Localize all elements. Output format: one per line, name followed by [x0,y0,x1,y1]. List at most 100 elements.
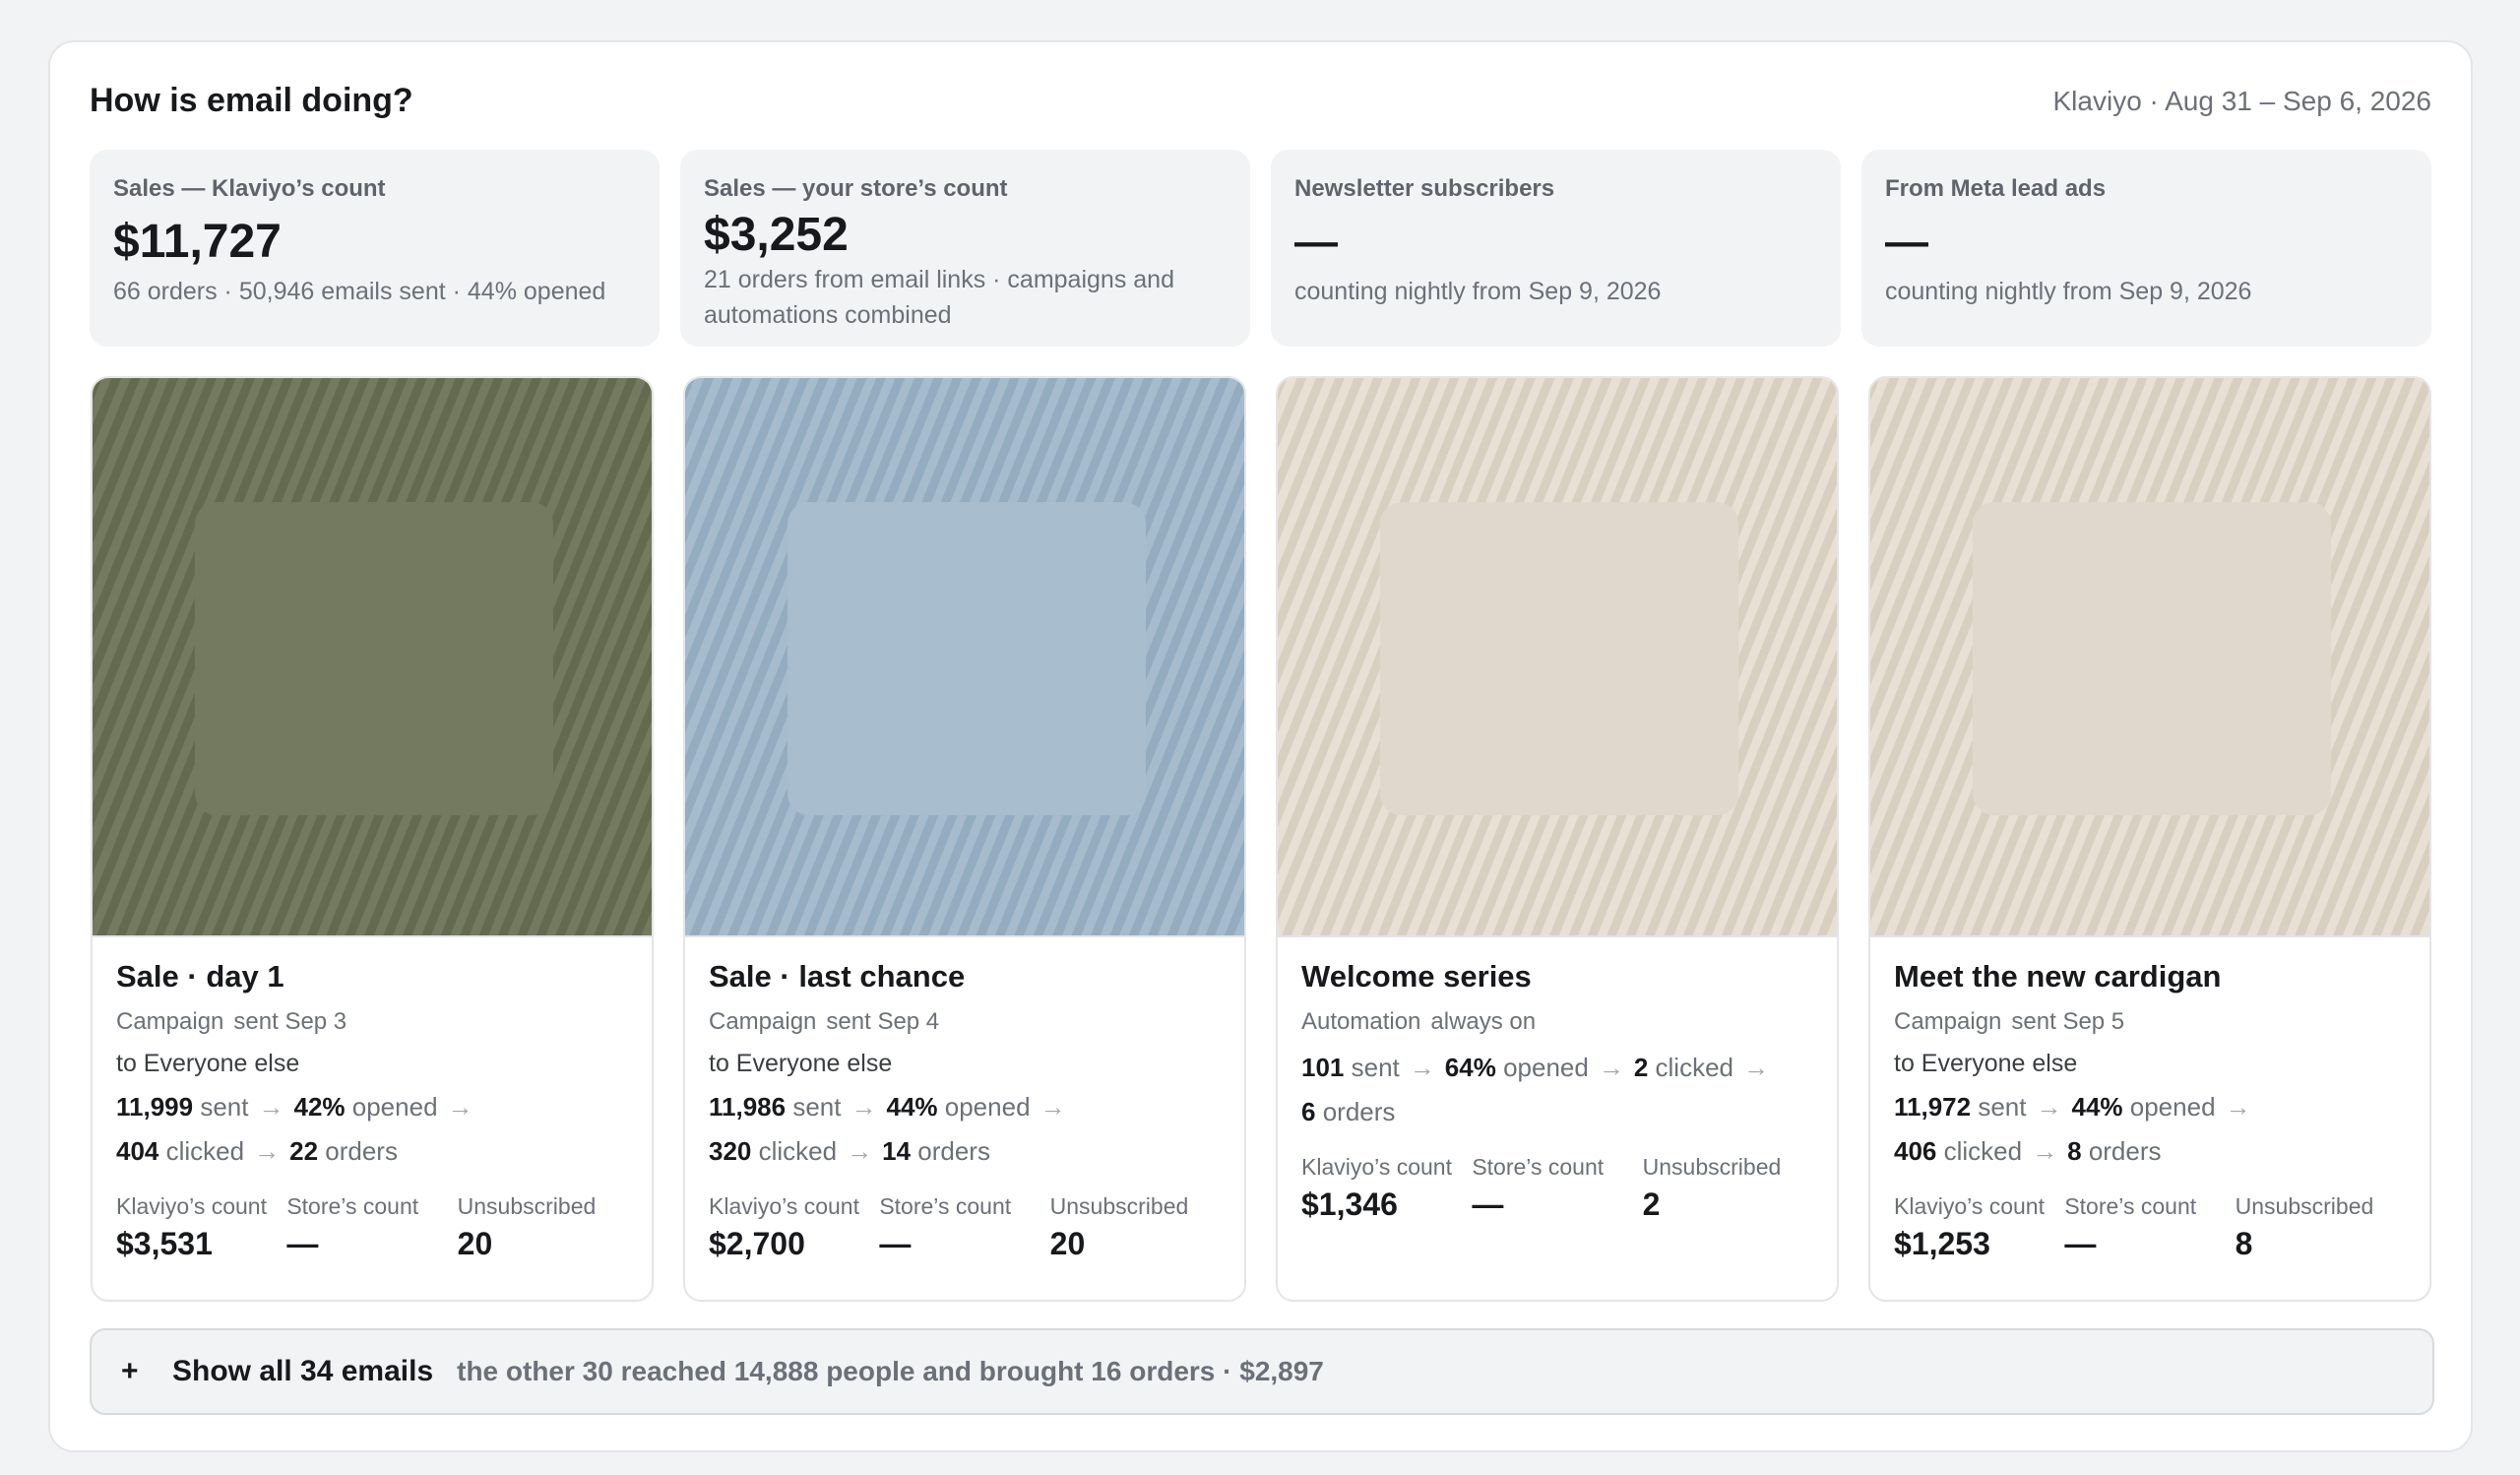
email-meta: Automation always on [1301,1006,1813,1038]
stat-value: $3,252 [704,209,849,261]
email-card[interactable]: Sale · day 1 Campaign sent Sep 3 to Every… [91,376,654,1302]
arrow-right-icon: → [1743,1053,1770,1082]
stat-sub: counting nightly from Sep 9, 2026 [1885,278,2252,305]
email-card[interactable]: Welcome series Automation always on 101 s… [1276,376,1839,1302]
thumbnail-placeholder [788,502,1146,815]
orders-label: orders [2088,1136,2162,1166]
orders-label: orders [325,1136,398,1166]
metric-value: — [879,1226,912,1261]
email-funnel: 11,972 sent → 44% opened → 406 clicked → 8 or… [1894,1085,2406,1174]
clicked-count: 406 [1894,1136,1937,1166]
opened-label: opened [351,1092,438,1122]
sent-label: sent [1978,1092,2027,1122]
sent-label: sent [1351,1053,1400,1082]
clicked-label: clicked [1943,1136,2023,1166]
arrow-right-icon: → [850,1092,877,1122]
opened-label: opened [2129,1092,2216,1122]
email-funnel: 101 sent → 64% opened → 2 clicked → 6 orders [1301,1046,1813,1134]
arrow-right-icon: → [1598,1053,1624,1082]
email-when: sent Sep 3 [233,1008,347,1035]
clicked-label: clicked [1655,1053,1734,1082]
email-audience: to Everyone else [1894,1050,2078,1077]
sent-count: 11,999 [116,1092,194,1122]
show-all-summary: the other 30 reached 14,888 people and b… [457,1356,1324,1386]
stat-value: — [1885,218,1928,266]
date-range: Klaviyo · Aug 31 – Sep 6, 2026 [2052,86,2432,116]
email-when: always on [1430,1008,1537,1035]
orders-count: 6 [1301,1097,1316,1126]
sent-count: 11,972 [1894,1092,1972,1122]
metric-label: Klaviyo’s count [116,1193,267,1219]
metric-klaviyo: Klaviyo’s count $1,346 [1301,1152,1472,1225]
sent-label: sent [792,1092,842,1122]
metric-label: Store’s count [1472,1154,1605,1180]
stat-value: $11,727 [113,216,282,268]
arrow-right-icon: → [2225,1092,2251,1122]
show-all-label: Show all 34 emails [172,1355,434,1387]
sent-label: sent [200,1092,249,1122]
arrow-right-icon: → [847,1136,873,1166]
metric-label: Unsubscribed [457,1193,597,1219]
clicked-count: 2 [1633,1053,1649,1082]
opened-label: opened [944,1092,1031,1122]
stat-card-meta-lead-ads: From Meta lead ads — counting nightly fr… [1861,150,2431,347]
stat-card-store-sales: Sales — your store’s count $3,252 21 ord… [680,150,1250,347]
metric-store: Store’s count — [1472,1152,1642,1225]
email-type: Campaign [116,1008,224,1035]
email-when: sent Sep 5 [2011,1008,2125,1035]
email-thumbnail[interactable] [93,378,652,937]
metric-value: — [1472,1186,1504,1222]
email-metrics: Klaviyo’s count $2,700 Store’s count — U… [709,1191,1221,1264]
stat-sub: 66 orders · 50,946 emails sent · 44% ope… [113,278,606,305]
email-metrics: Klaviyo’s count $1,346 Store’s count — U… [1301,1152,1813,1225]
email-name: Sale · last chance [709,959,966,994]
email-thumbnail[interactable] [1278,378,1837,937]
opened-rate: 44% [886,1092,938,1122]
stat-sub: 21 orders from email links · campaigns a… [704,266,1174,329]
metric-klaviyo: Klaviyo’s count $3,531 [116,1191,286,1264]
metric-unsubscribed: Unsubscribed 2 [1643,1152,1813,1225]
metric-value: 20 [457,1226,493,1261]
email-card[interactable]: Sale · last chance Campaign sent Sep 4 to… [683,376,1246,1302]
metric-label: Store’s count [286,1193,419,1219]
metric-value: 8 [2235,1226,2253,1261]
email-meta: Campaign sent Sep 4 [709,1006,1221,1038]
metric-value: $1,346 [1301,1186,1398,1222]
show-all-emails-button[interactable]: + Show all 34 emails the other 30 reache… [90,1328,2434,1415]
email-type: Campaign [709,1008,817,1035]
metric-store: Store’s count — [2064,1191,2235,1264]
orders-count: 8 [2067,1136,2082,1166]
opened-label: opened [1503,1053,1589,1082]
stat-label: Newsletter subscribers [1294,175,1555,202]
arrow-right-icon: → [2032,1136,2058,1166]
metric-label: Unsubscribed [1642,1154,1782,1180]
arrow-right-icon: → [254,1136,281,1166]
email-metrics: Klaviyo’s count $3,531 Store’s count — U… [116,1191,628,1264]
opened-rate: 44% [2071,1092,2123,1122]
email-name: Sale · day 1 [116,959,284,994]
arrow-right-icon: → [1040,1092,1066,1122]
email-funnel: 11,999 sent → 42% opened → 404 clicked → 22 o… [116,1085,628,1174]
metric-klaviyo: Klaviyo’s count $2,700 [709,1191,879,1264]
orders-count: 22 [289,1136,319,1166]
email-thumbnail[interactable] [685,378,1244,937]
orders-label: orders [1322,1097,1396,1126]
email-name: Meet the new cardigan [1894,959,2222,994]
metric-value: — [286,1226,319,1261]
stat-card-klaviyo-sales: Sales — Klaviyo’s count $11,727 66 order… [90,150,660,347]
arrow-right-icon: → [447,1092,473,1122]
email-name: Welcome series [1301,959,1532,994]
metric-value: $3,531 [116,1226,213,1261]
thumbnail-placeholder [195,502,553,815]
plus-icon: + [121,1355,139,1387]
metric-label: Klaviyo’s count [1301,1154,1452,1180]
email-summary-panel: How is email doing? Klaviyo · Aug 31 – S… [48,40,2473,1452]
clicked-count: 320 [709,1136,752,1166]
stat-value: — [1294,218,1338,266]
metric-label: Store’s count [879,1193,1012,1219]
metric-store: Store’s count — [879,1191,1049,1264]
metric-klaviyo: Klaviyo’s count $1,253 [1894,1191,2064,1264]
email-card[interactable]: Meet the new cardigan Campaign sent Sep 5… [1868,376,2431,1302]
arrow-right-icon: → [258,1092,284,1122]
email-thumbnail[interactable] [1870,378,2429,937]
